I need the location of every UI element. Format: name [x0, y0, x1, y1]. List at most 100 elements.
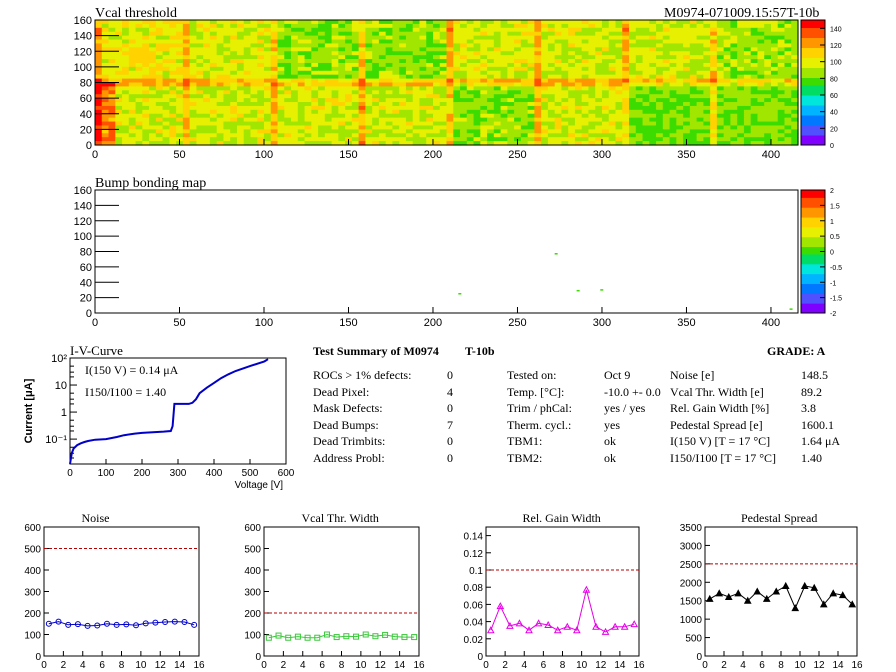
heatmap-cell [399, 74, 407, 80]
heatmap-cell [338, 105, 346, 111]
heatmap-cell [412, 86, 421, 91]
heatmap-cell [243, 102, 252, 107]
heatmap-cell [108, 55, 116, 60]
heatmap-cell [101, 125, 110, 130]
heatmap-cell [439, 133, 448, 138]
heatmap-cell [331, 27, 339, 33]
heatmap-cell [304, 31, 312, 37]
heatmap-cell [216, 35, 225, 41]
heatmap-cell [554, 129, 563, 134]
heatmap-cell [642, 59, 650, 64]
heatmap-cell [608, 90, 617, 95]
heatmap-cell [324, 86, 333, 91]
heatmap-cell [473, 74, 481, 80]
heatmap-cell [547, 55, 556, 60]
heatmap-cell [196, 62, 204, 68]
heatmap-cell [372, 94, 380, 99]
heatmap-cell [169, 23, 177, 29]
heatmap-cell [676, 27, 684, 33]
heatmap-cell [223, 137, 231, 142]
heatmap-cell [493, 129, 502, 134]
heatmap-cell [770, 109, 779, 115]
heatmap-cell [453, 31, 461, 37]
heatmap-cell [676, 62, 684, 68]
heatmap-cell [723, 31, 732, 37]
heatmap-cell [182, 90, 191, 95]
summary-value: 89.2 [801, 384, 822, 399]
heatmap-cell [270, 82, 279, 88]
heatmap-cell [324, 74, 333, 80]
colorbar-cell [801, 87, 825, 91]
summary-value: ok [604, 434, 616, 448]
heatmap-cell [568, 55, 576, 60]
heatmap-cell [541, 90, 549, 95]
heatmap-cell [777, 113, 786, 119]
heatmap-cell [209, 82, 218, 88]
heatmap-cell [338, 133, 346, 138]
heatmap-cell [547, 51, 556, 56]
heatmap-cell [236, 43, 245, 48]
heatmap-cell [527, 31, 535, 37]
heatmap-cell [304, 105, 312, 111]
heatmap-cell [203, 105, 211, 111]
heatmap-cell [676, 39, 684, 45]
heatmap-cell [466, 23, 475, 29]
heatmap-cell [250, 105, 258, 111]
heatmap-cell [770, 98, 779, 103]
heatmap-cell [757, 121, 765, 127]
heatmap-cell [203, 51, 211, 56]
heatmap-cell [784, 94, 792, 99]
heatmap-cell [432, 117, 441, 123]
heatmap-cell [135, 125, 143, 130]
heatmap-cell [737, 86, 745, 91]
heatmap-cell [243, 62, 252, 68]
heatmap-cell [547, 102, 556, 107]
heatmap-cell [331, 66, 339, 72]
heatmap-cell [750, 31, 759, 37]
colorbar-cell [801, 308, 825, 312]
heatmap-cell [162, 70, 170, 76]
heatmap-cell [581, 70, 590, 76]
data-point [496, 602, 505, 610]
heatmap-cell [115, 133, 123, 138]
heatmap-cell [547, 117, 556, 123]
heatmap-cell [669, 39, 677, 45]
heatmap-cell [405, 23, 414, 29]
heatmap-cell [460, 113, 468, 119]
heatmap-cell [500, 82, 508, 88]
heatmap-cell [750, 27, 759, 33]
heatmap-cell [446, 78, 454, 84]
heatmap-cell [223, 31, 231, 37]
heatmap-cell [270, 98, 279, 103]
heatmap-cell [426, 133, 434, 138]
heatmap-cell [662, 109, 671, 115]
x-tick-label: 250 [508, 149, 526, 161]
heatmap-cell [162, 59, 170, 64]
heatmap-cell [291, 133, 299, 138]
heatmap-cell [493, 74, 502, 80]
heatmap-cell [635, 141, 644, 146]
heatmap-cell [770, 31, 779, 37]
heatmap-cell [284, 129, 292, 134]
heatmap-cell [270, 109, 279, 115]
small-y-tick-label: 400 [244, 566, 261, 577]
heatmap-cell [196, 23, 204, 29]
heatmap-cell [588, 43, 596, 48]
heatmap-cell [216, 141, 225, 146]
heatmap-cell [432, 66, 441, 72]
heatmap-cell [209, 43, 218, 48]
heatmap-cell [493, 102, 502, 107]
heatmap-cell [574, 31, 583, 37]
heatmap-cell [142, 39, 150, 45]
heatmap-cell [358, 31, 366, 37]
heatmap-cell [750, 43, 759, 48]
heatmap-cell [176, 121, 184, 127]
heatmap-cell [547, 23, 556, 29]
heatmap-cell [101, 74, 110, 80]
heatmap-cell [784, 105, 792, 111]
heatmap-cell [196, 113, 204, 119]
heatmap-cell [142, 23, 150, 29]
heatmap-cell [676, 59, 684, 64]
heatmap-cell [108, 98, 116, 103]
heatmap-cell [547, 90, 556, 95]
